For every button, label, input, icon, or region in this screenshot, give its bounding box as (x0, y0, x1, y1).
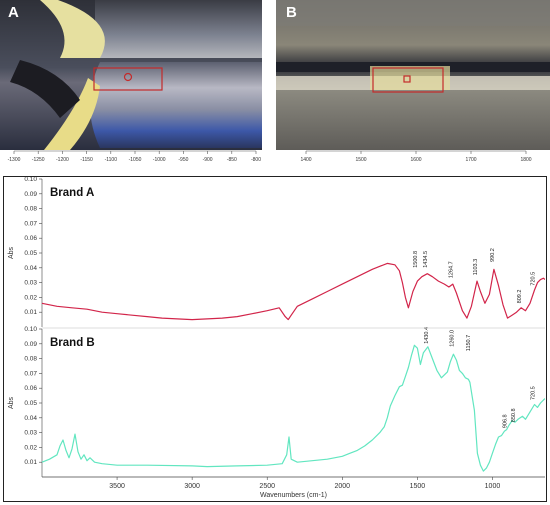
brand-a-ytick-label: 0.08 (24, 206, 37, 213)
brand-a-title: Brand A (50, 187, 94, 199)
brand-b-ytick-label: 0.09 (24, 341, 37, 348)
x-tick-label: 3000 (184, 483, 200, 490)
x-tick-label: 1500 (410, 483, 426, 490)
brand-a-peak-label: 1264.7 (449, 261, 455, 278)
brand-b-ytick-label: 0.08 (24, 356, 37, 363)
micrograph-a-tick-label: -950 (178, 157, 188, 163)
brand-a-ytick-label: 0.05 (24, 250, 37, 257)
brand-a-spectrum-line (41, 262, 546, 321)
brand-b-title: Brand B (50, 337, 95, 349)
micrograph-a: A (0, 0, 262, 150)
brand-b-spectrum-line (41, 344, 546, 472)
x-tick-label: 2000 (335, 483, 351, 490)
micrograph-b-tick-label: 1800 (520, 157, 531, 163)
x-tick-label: 1000 (485, 483, 501, 490)
micrograph-a-tick-label: -1050 (129, 157, 142, 163)
ftir-spectra-frame: 0.10 0.09 0.08 0.07 0.06 0.05 0.04 0.03 0.02 0.01… (3, 176, 547, 502)
brand-b-ytick-label: 0.10 (24, 326, 37, 333)
micrograph-b-image (276, 0, 550, 150)
brand-b-y-label: Abs (8, 396, 15, 409)
brand-b-ytick-label: 0.02 (24, 444, 37, 451)
micrograph-a-tick-label: -1150 (80, 157, 93, 163)
micrograph-a-tick-label: -1300 (8, 157, 21, 163)
brand-b-peak-label: 906.8 (502, 414, 508, 428)
panel-letter-b: B (286, 4, 297, 21)
brand-a-peak-label: 720.5 (530, 272, 536, 286)
x-tick-label: 2500 (259, 483, 275, 490)
brand-a-ytick-label: 0.03 (24, 280, 37, 287)
x-tick-label: 3500 (109, 483, 125, 490)
brand-b-ytick-label: 0.07 (24, 370, 37, 377)
micrograph-a-image (0, 0, 262, 150)
brand-b-ytick-label: 0.05 (24, 400, 37, 407)
micrograph-b-axis: 1400 1500 1600 1700 1800 (300, 150, 532, 163)
micrograph-a-tick-label: -1000 (153, 157, 166, 163)
brand-b-peak-label: 850.8 (511, 408, 517, 422)
micrograph-a-tick-label: -1250 (32, 157, 45, 163)
panel-letter-a: A (8, 4, 19, 21)
x-axis-title: Wavenumbers (cm-1) (260, 492, 327, 499)
brand-a-panel: 0.10 0.09 0.08 0.07 0.06 0.05 0.04 0.03 0.02 0.01… (8, 176, 546, 327)
brand-a-ytick-label: 0.10 (24, 177, 37, 183)
brand-a-ytick-label: 0.09 (24, 191, 37, 198)
brand-a-ytick-label: 0.07 (24, 220, 37, 227)
brand-a-y-label: Abs (8, 246, 15, 259)
brand-a-ytick-label: 0.01 (24, 309, 37, 316)
brand-b-ytick-label: 0.06 (24, 385, 37, 392)
brand-b-peak-label: 1150.7 (466, 335, 472, 351)
brand-b-ytick-label: 0.04 (24, 415, 37, 422)
brand-b-peak-label: 1260.0 (449, 330, 455, 347)
brand-a-peak-label: 809.2 (517, 290, 523, 304)
brand-a-peak-label: 1103.3 (473, 259, 479, 275)
micrograph-a-tick-label: -800 (251, 157, 261, 163)
micrograph-a-tick-label: -850 (227, 157, 237, 163)
micrograph-b: B (276, 0, 550, 150)
brand-b-panel: 0.10 0.09 0.08 0.07 0.06 0.05 0.04 0.03 0.02 0.01… (8, 326, 546, 477)
micrograph-a-tick-label: -1200 (56, 157, 69, 163)
brand-b-ytick-label: 0.01 (24, 459, 37, 466)
brand-a-peak-label: 1500.8 (413, 251, 419, 268)
micrograph-a-axis: -1300 -1250 -1200 -1150 -1100 -1050 -1000 -950 -… (8, 150, 261, 163)
brand-a-peak-label: 1434.5 (423, 251, 429, 268)
micrograph-a-tick-label: -1100 (105, 157, 118, 163)
brand-a-peak-label: 990.2 (490, 248, 496, 262)
brand-b-peak-label: 1430.4 (424, 327, 430, 344)
brand-a-ytick-label: 0.02 (24, 294, 37, 301)
ftir-spectra-chart: 0.10 0.09 0.08 0.07 0.06 0.05 0.04 0.03 0.02 0.01… (8, 176, 546, 499)
micrograph-b-tick-label: 1700 (465, 157, 476, 163)
brand-b-ytick-label: 0.03 (24, 430, 37, 437)
micrograph-b-tick-label: 1500 (355, 157, 366, 163)
micrograph-a-tick-label: -900 (203, 157, 213, 163)
brand-a-ytick-label: 0.06 (24, 235, 37, 242)
brand-b-peak-label: 720.5 (530, 386, 536, 400)
micrograph-b-tick-label: 1400 (300, 157, 311, 163)
micrograph-b-tick-label: 1600 (410, 157, 421, 163)
brand-a-ytick-label: 0.04 (24, 265, 37, 272)
